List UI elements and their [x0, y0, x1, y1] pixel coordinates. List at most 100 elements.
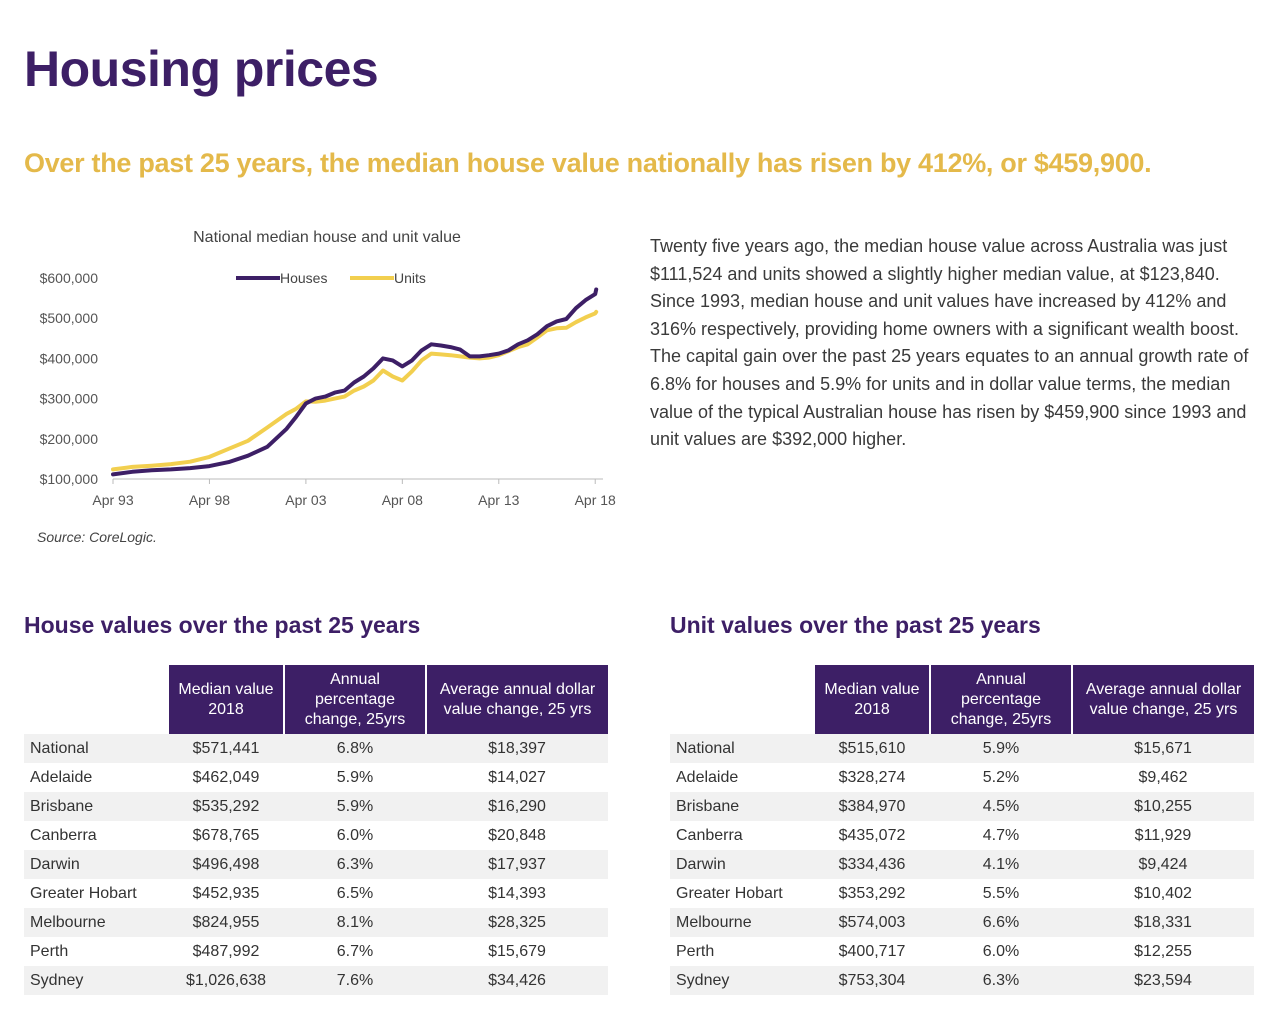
- y-tick-label: $600,000: [40, 270, 99, 286]
- cell-city: Adelaide: [30, 768, 93, 786]
- cell-median: $496,498: [168, 850, 284, 879]
- cell-city: Canberra: [676, 826, 743, 844]
- table-row: Brisbane $535,292 5.9% $16,290: [24, 792, 608, 821]
- unit-table-body: National $515,610 5.9% $15,671 Adelaide $328,…: [670, 734, 1254, 995]
- cell-dollar: $10,402: [1134, 884, 1192, 902]
- house-unit-value-chart: National median house and unit value Hou…: [20, 220, 640, 520]
- cell-city: Adelaide: [676, 768, 739, 786]
- cell-median: $678,765: [192, 826, 260, 844]
- cell-median: $1,026,638: [168, 966, 284, 995]
- x-axis: Apr 93 Apr 98 Apr 03 Apr 08 Apr 13 Apr 18: [92, 478, 616, 508]
- cell-dollar: $12,255: [1134, 942, 1192, 960]
- cell-dollar: $28,325: [426, 908, 608, 937]
- body-paragraph: Twenty five years ago, the median house …: [650, 236, 1249, 450]
- cell-median: $535,292: [168, 792, 284, 821]
- y-tick-label: $500,000: [40, 310, 99, 326]
- table-row: Canberra $435,072 4.7% $11,929: [670, 821, 1254, 850]
- house-table-title: House values over the past 25 years: [24, 612, 421, 638]
- header-annual-pct: Annual percentage change, 25yrs: [283, 665, 426, 734]
- table-row: Sydney $1,026,638 7.6% $34,426: [24, 966, 608, 995]
- cell-pct: 5.9%: [284, 792, 426, 821]
- cell-median: $824,955: [168, 908, 284, 937]
- header-median: Median value 2018: [167, 665, 284, 734]
- table-row: Brisbane $384,970 4.5% $10,255: [670, 792, 1254, 821]
- table-header-row: Median value 2018 Annual percentage chan…: [24, 665, 608, 734]
- cell-median: $334,436: [814, 850, 930, 879]
- cell-pct: 8.1%: [284, 908, 426, 937]
- unit-values-table: Median value 2018 Annual percentage chan…: [670, 665, 1254, 995]
- cell-dollar: $9,424: [1072, 850, 1254, 879]
- y-tick-label: $200,000: [40, 431, 99, 447]
- cell-pct: 6.7%: [336, 942, 374, 960]
- cell-median: $487,992: [192, 942, 260, 960]
- cell-median: $571,441: [168, 734, 284, 763]
- table-row: Greater Hobart $452,935 6.5% $14,393: [24, 879, 608, 908]
- cell-city: Brisbane: [670, 792, 814, 821]
- cell-pct: 6.0%: [982, 942, 1020, 960]
- cell-median: $400,717: [838, 942, 906, 960]
- y-tick-label: $100,000: [40, 471, 99, 487]
- y-axis: $100,000 $200,000 $300,000 $400,000 $500,000…: [40, 270, 99, 487]
- x-tick-label: Apr 98: [189, 492, 230, 508]
- unit-table-title: Unit values over the past 25 years: [670, 612, 1041, 638]
- cell-city: National: [24, 734, 168, 763]
- x-tick-label: Apr 03: [285, 492, 326, 508]
- header-blank: [670, 665, 814, 734]
- table-row: Sydney $753,304 6.3% $23,594: [670, 966, 1254, 995]
- x-tick-label: Apr 13: [478, 492, 519, 508]
- cell-median: $435,072: [838, 826, 906, 844]
- cell-dollar: $16,290: [426, 792, 608, 821]
- cell-city: Perth: [676, 942, 715, 960]
- cell-median: $328,274: [838, 768, 906, 786]
- y-tick-label: $300,000: [40, 391, 99, 407]
- header-dollar-change: Average annual dollar value change, 25 y…: [1071, 665, 1254, 734]
- cell-pct: 6.0%: [336, 826, 374, 844]
- series-line-units: [111, 309, 599, 472]
- cell-pct: 4.5%: [930, 792, 1072, 821]
- table-row: Adelaide $328,274 5.2% $9,462: [670, 763, 1254, 792]
- header-median: Median value 2018: [813, 665, 930, 734]
- cell-dollar: $9,462: [1138, 768, 1188, 786]
- cell-dollar: $10,255: [1072, 792, 1254, 821]
- house-values-table: Median value 2018 Annual percentage chan…: [24, 665, 608, 995]
- cell-city: Sydney: [670, 966, 814, 995]
- cell-dollar: $17,937: [426, 850, 608, 879]
- cell-pct: 6.3%: [930, 966, 1072, 995]
- cell-city: National: [670, 734, 814, 763]
- cell-dollar: $23,594: [1072, 966, 1254, 995]
- series-layer: [111, 287, 599, 477]
- cell-city: Perth: [30, 942, 69, 960]
- cell-pct: 6.3%: [284, 850, 426, 879]
- header-blank: [24, 665, 168, 734]
- x-tick-label: Apr 18: [575, 492, 616, 508]
- cell-pct: 5.2%: [982, 768, 1020, 786]
- y-tick-label: $400,000: [40, 350, 99, 366]
- chart-source: Source: CoreLogic.: [37, 529, 157, 545]
- cell-city: Melbourne: [24, 908, 168, 937]
- cell-median: $753,304: [814, 966, 930, 995]
- table-row: National $515,610 5.9% $15,671: [670, 734, 1254, 763]
- cell-pct: 6.6%: [930, 908, 1072, 937]
- table-header-row: Median value 2018 Annual percentage chan…: [670, 665, 1254, 734]
- cell-dollar: $20,848: [488, 826, 546, 844]
- table-row: Perth $487,992 6.7% $15,679: [24, 937, 608, 966]
- cell-dollar: $34,426: [426, 966, 608, 995]
- cell-dollar: $14,393: [488, 884, 546, 902]
- table-row: Melbourne $824,955 8.1% $28,325: [24, 908, 608, 937]
- table-row: Adelaide $462,049 5.9% $14,027: [24, 763, 608, 792]
- table-row: Canberra $678,765 6.0% $20,848: [24, 821, 608, 850]
- header-annual-pct: Annual percentage change, 25yrs: [929, 665, 1072, 734]
- table-row: Melbourne $574,003 6.6% $18,331: [670, 908, 1254, 937]
- cell-city: Darwin: [670, 850, 814, 879]
- cell-pct: 4.1%: [930, 850, 1072, 879]
- chart-svg: National median house and unit value Hou…: [40, 229, 616, 508]
- cell-median: $384,970: [814, 792, 930, 821]
- cell-dollar: $11,929: [1134, 826, 1192, 844]
- cell-median: $515,610: [814, 734, 930, 763]
- cell-city: Greater Hobart: [30, 884, 137, 902]
- chart-title: National median house and unit value: [193, 229, 461, 246]
- legend-label-units: Units: [394, 270, 426, 286]
- cell-pct: 5.9%: [930, 734, 1072, 763]
- cell-dollar: $15,671: [1072, 734, 1254, 763]
- table-row: Darwin $334,436 4.1% $9,424: [670, 850, 1254, 879]
